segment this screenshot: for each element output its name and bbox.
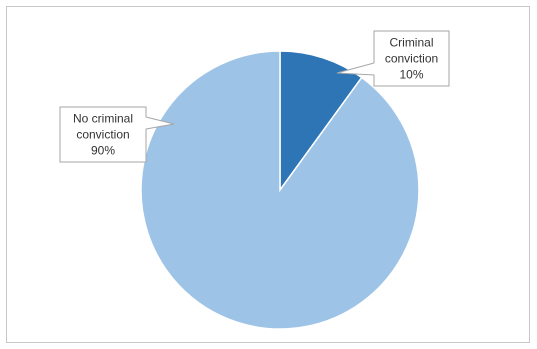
callout-label-line: conviction <box>385 52 438 66</box>
callout-label-line: conviction <box>76 128 129 142</box>
callout-box <box>373 30 450 87</box>
callout-label-line: 90% <box>91 144 115 158</box>
callout-label-line: Criminal <box>389 36 433 50</box>
callout-criminal-conviction: Criminal conviction 10% <box>336 30 450 87</box>
callout-label-line: No criminal <box>73 112 133 126</box>
pie-slice-criminal-conviction <box>279 50 363 193</box>
callout-no-criminal-conviction: No criminal conviction 90% <box>59 106 175 163</box>
pie-slices <box>140 50 420 330</box>
callout-box <box>59 106 147 163</box>
callout-label-line: 10% <box>399 68 423 82</box>
pie-slice-no-criminal-conviction <box>140 50 420 330</box>
pie-callouts: Criminal conviction 10% No criminal convicti… <box>59 30 450 163</box>
